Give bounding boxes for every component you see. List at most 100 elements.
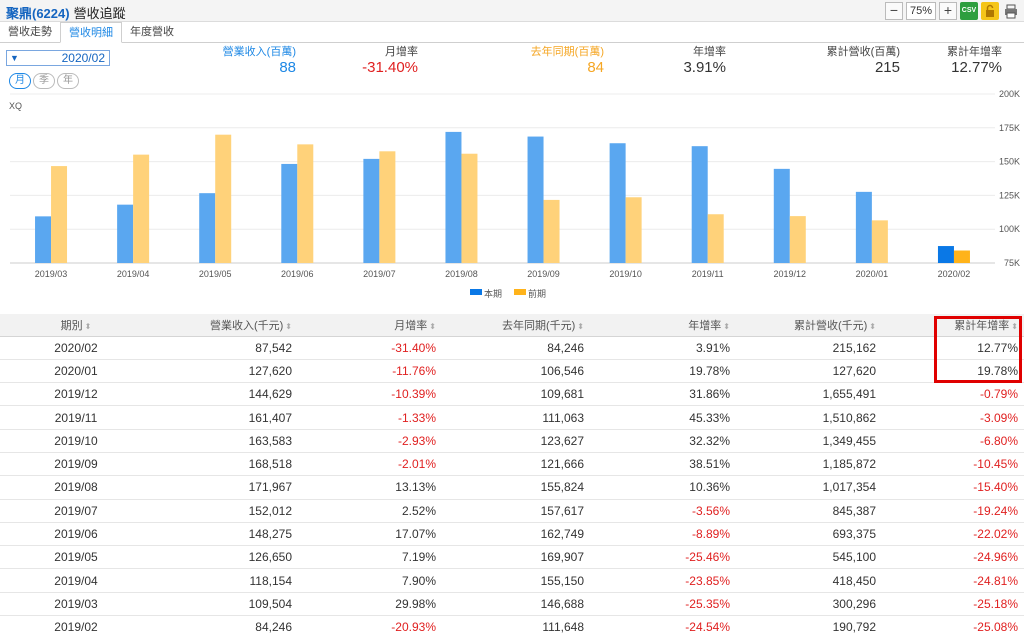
cell-yoy: -25.35% [590, 592, 736, 617]
summary-cum-yoy-value: 12.77% [951, 59, 1002, 76]
frequency-year[interactable]: 年 [57, 73, 79, 89]
y-tick-label: 75K [1004, 258, 1020, 268]
table-row: 2019/12 144,629 -10.39% 109,681 31.86% 1,655,… [0, 382, 1024, 407]
page-name: 營收追蹤 [73, 6, 126, 21]
summary-cum-label: 累計營收(百萬) [826, 46, 900, 58]
cell-prev-year: 121,666 [442, 452, 590, 477]
column-header-label: 累計營收(千元) [793, 319, 868, 332]
cell-revenue: 84,246 [152, 615, 298, 637]
tab-annual-revenue[interactable]: 年度營收 [130, 26, 174, 38]
cell-cum-yoy: 12.77% [882, 336, 1024, 360]
summary-prev-year: 去年同期(百萬) 84 [500, 43, 604, 76]
x-tick-label: 2019/06 [281, 269, 314, 279]
cell-revenue: 148,275 [152, 522, 298, 547]
cell-cum: 1,510,862 [736, 405, 882, 430]
revenue-table: 期別 ⬍ 營業收入(千元) ⬍ 月增率 ⬍ 去年同期(千元) ⬍ 年增率 ⬍ 累計營收(千… [0, 314, 1024, 637]
cell-prev-year: 111,063 [442, 405, 590, 430]
cell-period: 2019/10 [0, 429, 152, 453]
summary-prev-year-value: 84 [587, 59, 604, 76]
cell-cum: 693,375 [736, 522, 882, 547]
column-header-prev-year[interactable]: 去年同期(千元) ⬍ [442, 314, 590, 337]
cell-prev-year: 162,749 [442, 522, 590, 547]
cell-mom: 2.52% [298, 499, 442, 523]
sort-icon: ⬍ [429, 321, 436, 331]
zoom-level[interactable]: 75% [906, 2, 936, 20]
bar-current [117, 204, 134, 263]
cell-revenue: 163,583 [152, 429, 298, 453]
summary-revenue: 營業收入(百萬) 88 [200, 43, 296, 76]
zoom-in-button[interactable]: + [939, 2, 957, 20]
column-header-label: 去年同期(千元) [501, 319, 576, 332]
table-row: 2019/11 161,407 -1.33% 111,063 45.33% 1,510,8… [0, 405, 1024, 430]
summary-bar: 營業收入(百萬) 88 月增率 -31.40% 去年同期(百萬) 84 年增率 … [0, 43, 1024, 79]
cell-cum: 215,162 [736, 336, 882, 360]
table-row: 2019/09 168,518 -2.01% 121,666 38.51% 1,185,8… [0, 452, 1024, 477]
period-value: 2020/02 [61, 51, 105, 65]
zoom-out-button[interactable]: − [885, 2, 903, 20]
csv-export-button[interactable]: CSV [960, 2, 978, 20]
print-icon[interactable] [1002, 2, 1020, 20]
table-row: 2019/04 118,154 7.90% 155,150 -23.85% 418,450… [0, 568, 1024, 593]
summary-cum-yoy-label: 累計年增率 [947, 46, 1002, 58]
lock-icon[interactable] [981, 2, 999, 20]
cell-period: 2019/06 [0, 522, 152, 547]
cell-cum-yoy: -22.02% [882, 522, 1024, 547]
cell-yoy: 31.86% [590, 382, 736, 407]
cell-yoy: 45.33% [590, 405, 736, 430]
cell-yoy: 38.51% [590, 452, 736, 477]
tab-revenue-detail[interactable]: 營收明細 [60, 22, 122, 43]
column-header-mom[interactable]: 月增率 ⬍ [298, 314, 442, 337]
bar-previous [543, 199, 560, 263]
column-header-label: 年增率 [688, 319, 722, 332]
cell-yoy: -23.85% [590, 568, 736, 593]
cell-period: 2019/02 [0, 615, 152, 637]
column-header-period[interactable]: 期別 ⬍ [0, 314, 152, 337]
cell-period: 2019/11 [0, 405, 152, 430]
bar-previous [51, 166, 68, 263]
column-header-yoy[interactable]: 年增率 ⬍ [590, 314, 736, 337]
tab-revenue-trend[interactable]: 營收走勢 [8, 26, 52, 38]
x-tick-label: 2019/11 [692, 269, 724, 279]
x-tick-label: 2019/05 [199, 269, 232, 279]
frequency-quarter[interactable]: 季 [33, 73, 55, 89]
cell-cum: 1,185,872 [736, 452, 882, 477]
table-row: 2019/07 152,012 2.52% 157,617 -3.56% 845,387-… [0, 499, 1024, 523]
cell-mom: -1.33% [298, 405, 442, 430]
bar-previous [871, 220, 888, 263]
cell-period: 2020/01 [0, 359, 152, 384]
bar-previous [461, 153, 478, 263]
frequency-month[interactable]: 月 [9, 73, 31, 89]
cell-period: 2019/07 [0, 499, 152, 523]
column-header-revenue[interactable]: 營業收入(千元) ⬍ [152, 314, 298, 337]
cell-yoy: -8.89% [590, 522, 736, 547]
column-header-cum-yoy[interactable]: 累計年增率 ⬍ [882, 314, 1024, 337]
sort-icon: ⬍ [285, 321, 292, 331]
stock-name[interactable]: 聚鼎(6224) [6, 6, 70, 21]
cell-prev-year: 109,681 [442, 382, 590, 407]
y-tick-label: 125K [999, 190, 1020, 200]
cell-revenue: 127,620 [152, 359, 298, 384]
frequency-toggle: 月 季 年 [9, 73, 79, 89]
table-row: 2019/10 163,583 -2.93% 123,627 32.32% 1,349,4… [0, 429, 1024, 453]
cell-cum-yoy: -24.96% [882, 545, 1024, 570]
cell-revenue: 171,967 [152, 475, 298, 500]
cell-revenue: 118,154 [152, 568, 298, 593]
x-tick-label: 2019/04 [117, 269, 150, 279]
cell-cum-yoy: -3.09% [882, 405, 1024, 430]
cell-revenue: 152,012 [152, 499, 298, 523]
bar-previous [215, 134, 232, 263]
cell-cum-yoy: -24.81% [882, 568, 1024, 593]
cell-prev-year: 157,617 [442, 499, 590, 523]
cell-yoy: -24.54% [590, 615, 736, 637]
x-tick-label: 2019/12 [774, 269, 807, 279]
summary-yoy-value: 3.91% [683, 59, 726, 76]
cell-mom: 7.19% [298, 545, 442, 570]
cell-period: 2019/03 [0, 592, 152, 617]
period-select[interactable]: ▼ 2020/02 [6, 50, 110, 66]
column-header-cum[interactable]: 累計營收(千元) ⬍ [736, 314, 882, 337]
cell-period: 2019/08 [0, 475, 152, 500]
cell-cum-yoy: -15.40% [882, 475, 1024, 500]
cell-prev-year: 169,907 [442, 545, 590, 570]
cell-cum: 1,655,491 [736, 382, 882, 407]
summary-cum: 累計營收(百萬) 215 [800, 43, 900, 76]
